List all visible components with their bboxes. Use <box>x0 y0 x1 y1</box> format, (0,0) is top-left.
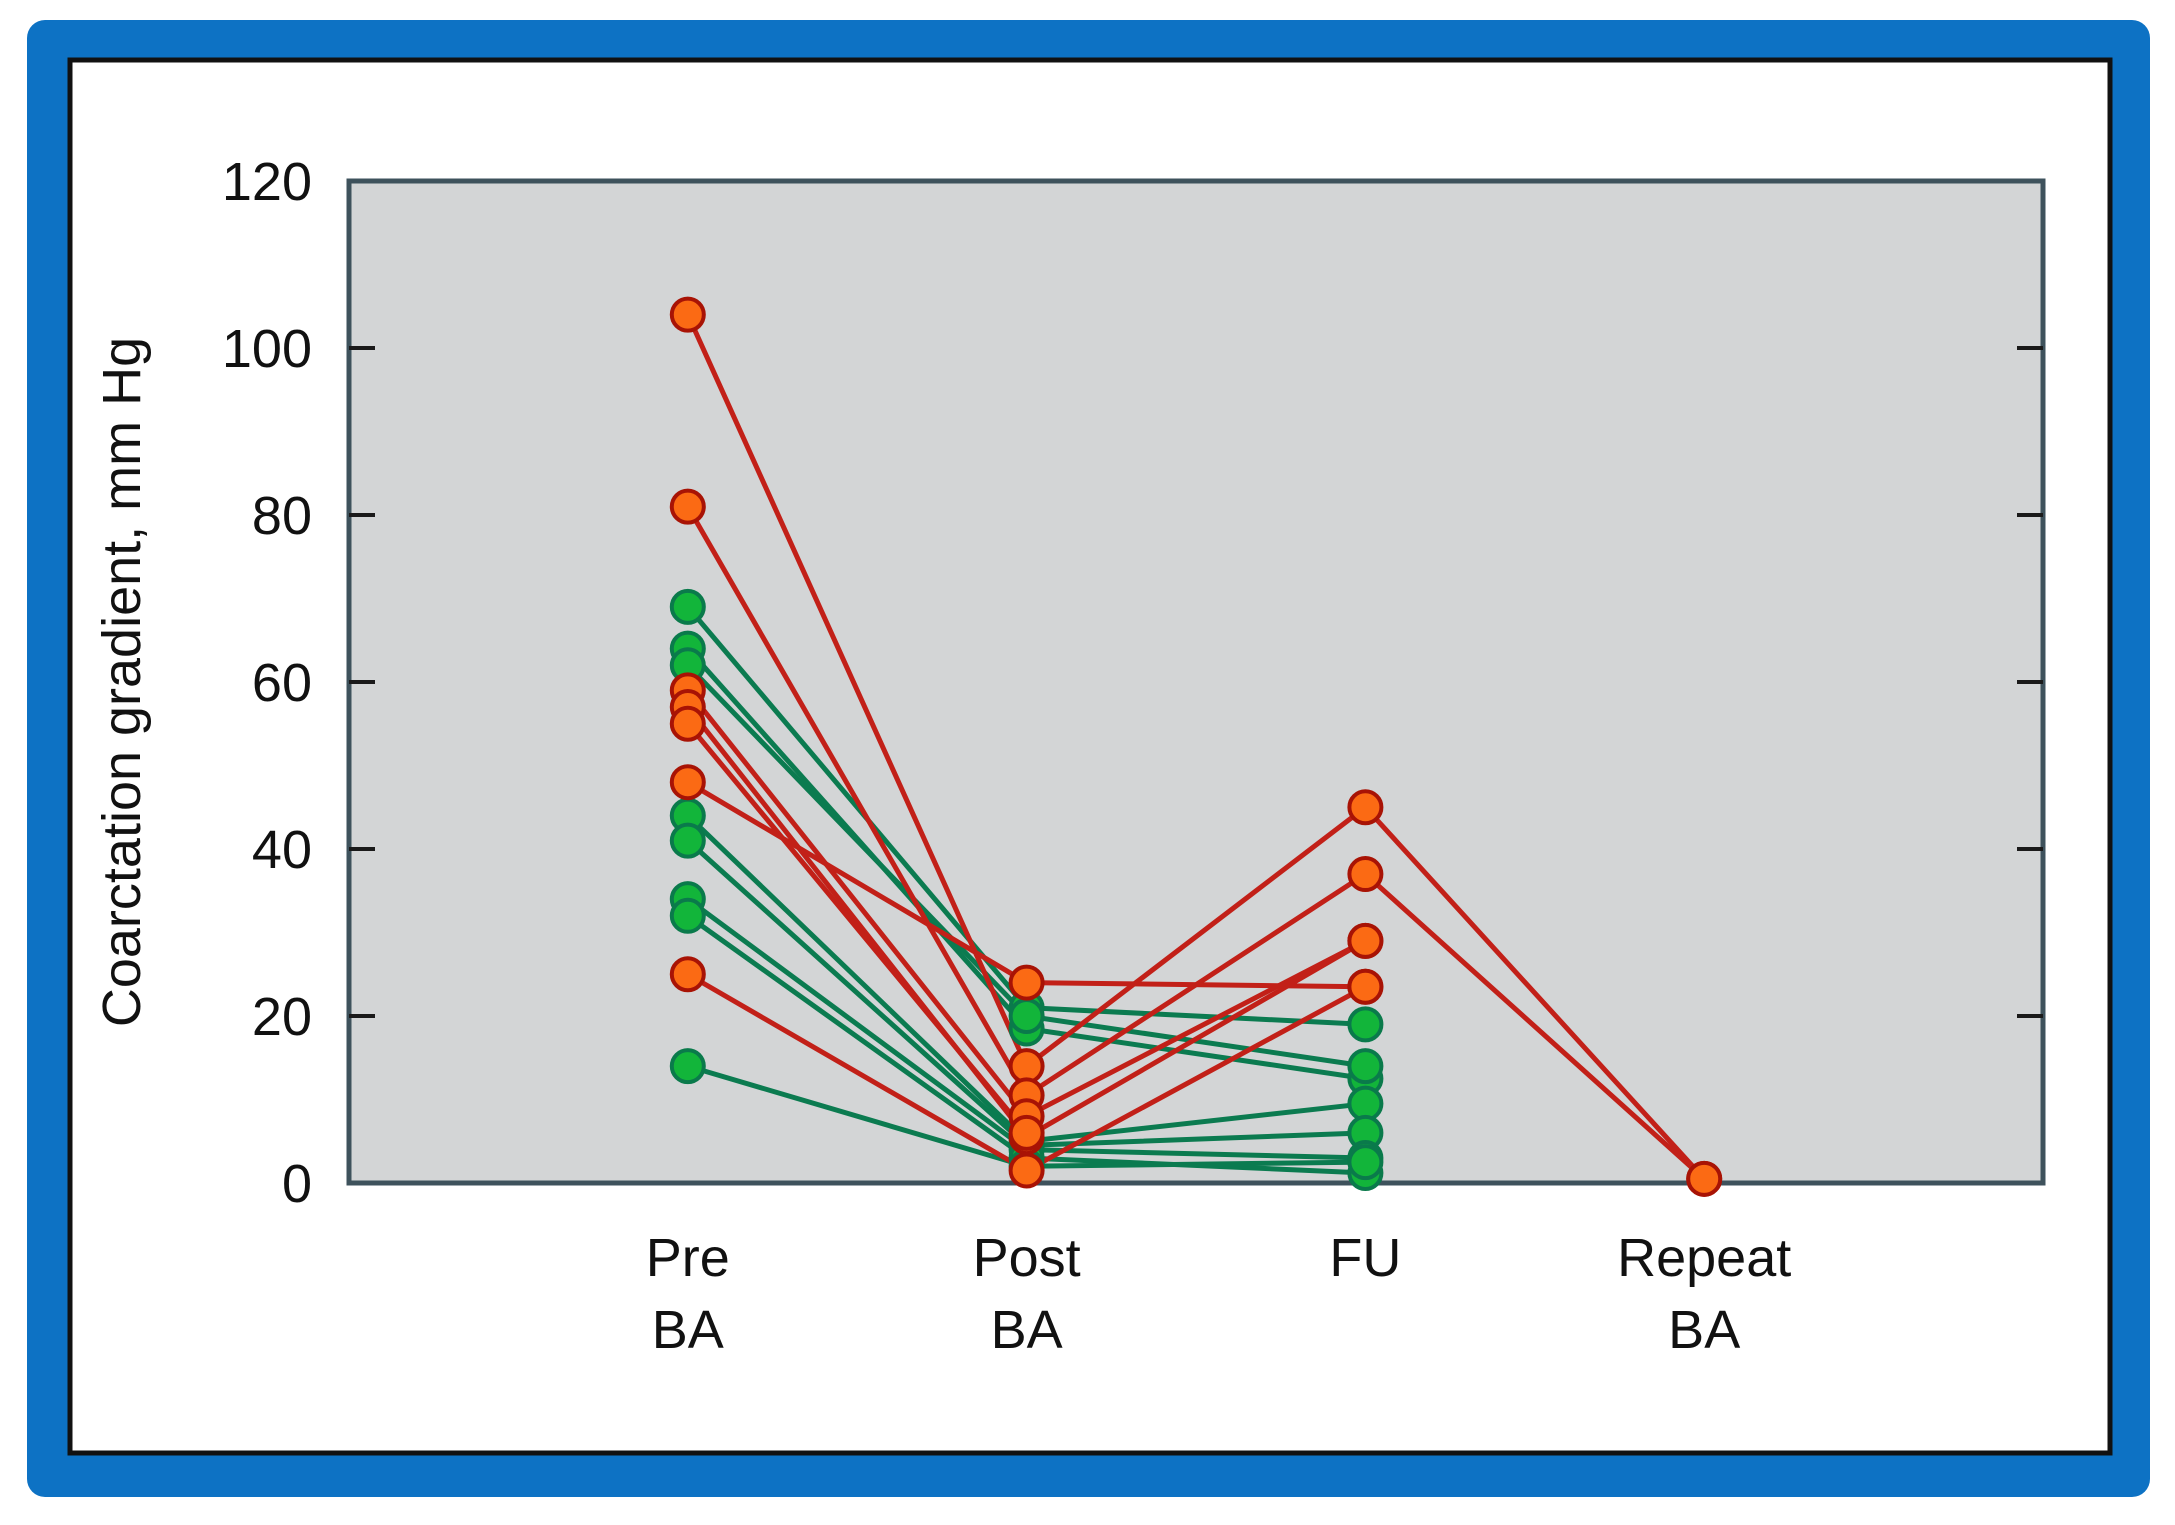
green-trajectory-line <box>685 896 1030 1153</box>
orange-data-point <box>669 705 706 742</box>
red-trajectory-line <box>1024 984 1368 1173</box>
red-trajectory-line <box>685 504 1030 1098</box>
red-trajectory-line <box>685 312 1030 1069</box>
y-tick-label: 0 <box>282 1154 312 1214</box>
green-trajectory-line <box>1024 1147 1368 1161</box>
series-points <box>669 296 1723 1197</box>
green-trajectory-line <box>1024 1101 1368 1144</box>
green-data-point <box>1347 1006 1384 1043</box>
green-data-point <box>1347 1048 1384 1085</box>
green-trajectory-line <box>1024 1159 1368 1169</box>
orange-data-point <box>1686 1160 1723 1197</box>
orange-data-point <box>1347 968 1384 1005</box>
y-tick-label: 100 <box>222 319 312 379</box>
green-trajectory-line <box>685 813 1030 1144</box>
green-data-point <box>1347 1085 1384 1122</box>
y-tick-label: 40 <box>252 820 312 880</box>
x-category-label: BA <box>652 1300 724 1360</box>
orange-data-point <box>669 956 706 993</box>
y-tick-label: 60 <box>252 653 312 713</box>
red-trajectory-line <box>1024 980 1368 990</box>
green-data-point <box>1008 998 1045 1034</box>
orange-data-point <box>1008 964 1045 1001</box>
red-trajectory-line <box>1024 938 1368 1140</box>
red-trajectory-line <box>1024 938 1368 1119</box>
green-trajectory-line <box>685 913 1030 1161</box>
x-category-label: BA <box>1668 1300 1740 1360</box>
red-trajectory-line <box>1362 871 1707 1182</box>
orange-data-point <box>1347 856 1384 893</box>
red-trajectory-line <box>685 971 1030 1173</box>
orange-data-point <box>1008 1048 1045 1085</box>
y-tick-label: 20 <box>252 987 312 1047</box>
green-data-point <box>669 897 706 934</box>
y-tick-label: 80 <box>252 486 312 546</box>
orange-data-point <box>1008 1114 1045 1151</box>
orange-data-point <box>669 764 706 801</box>
green-trajectory-line <box>685 1063 1030 1169</box>
x-category-label: Pre <box>646 1228 730 1288</box>
x-category-label: Post <box>973 1228 1081 1288</box>
red-trajectory-line <box>685 687 1030 1119</box>
orange-data-point <box>1347 922 1384 959</box>
green-trajectory-line <box>1024 1026 1368 1082</box>
red-trajectory-line <box>1024 804 1368 1069</box>
green-trajectory-line <box>685 662 1030 1019</box>
red-trajectory-line <box>685 779 1030 986</box>
plot-area <box>346 178 2046 1186</box>
green-trajectory-line <box>1024 1005 1368 1027</box>
y-tick-label: 120 <box>222 152 312 212</box>
x-axis-category-labels: Pre BA Post BA FU Repeat BA <box>646 1228 1791 1360</box>
red-trajectory-line <box>685 721 1030 1136</box>
green-data-point <box>1347 1144 1384 1181</box>
axis-ticks <box>349 346 2043 1018</box>
x-category-label: FU <box>1329 1228 1401 1288</box>
orange-data-point <box>1347 789 1384 826</box>
red-trajectory-line <box>1362 804 1707 1182</box>
y-axis-tick-labels: 0 20 40 60 80 100 120 <box>222 152 312 1214</box>
orange-data-point <box>669 488 706 525</box>
x-category-label: BA <box>991 1300 1063 1360</box>
green-trajectory-line <box>685 838 1030 1148</box>
orange-data-point <box>669 296 706 333</box>
green-data-point <box>669 822 706 859</box>
green-data-point <box>669 588 706 625</box>
y-axis-title: Coarctation gradient, mm Hg <box>92 337 152 1027</box>
orange-data-point <box>1008 1152 1045 1189</box>
green-data-point <box>669 1048 706 1085</box>
green-trajectory-line <box>1024 1130 1368 1148</box>
series-lines <box>685 312 1707 1182</box>
x-category-label: Repeat <box>1617 1228 1791 1288</box>
